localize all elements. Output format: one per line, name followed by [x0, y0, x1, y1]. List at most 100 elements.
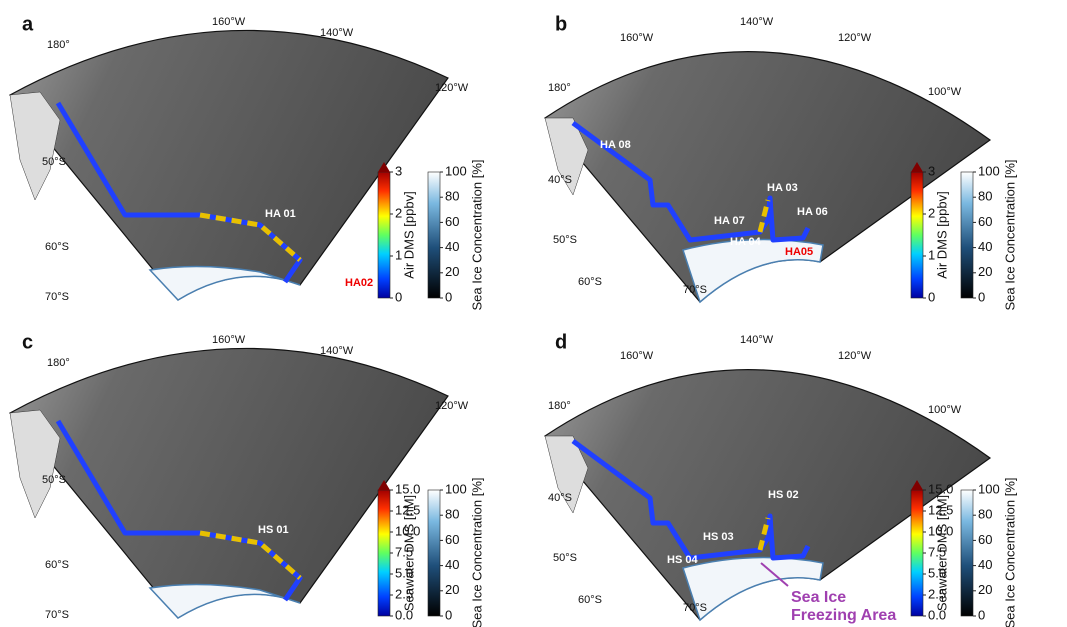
map-panel: b 180° 160°W 140°W 120°W 100°W 40°S 50°S 60°S 70°…: [545, 13, 1017, 310]
lat-label: 70°S: [45, 291, 69, 303]
station-label: HA02: [345, 277, 373, 289]
colorbar: [378, 172, 390, 298]
colorbar-tick-label: 100: [978, 481, 1000, 496]
map-panel: a 180° 160°W 140°W 120°W 50°S 60°S 70°S HA 01 HA0…: [10, 13, 484, 310]
colorbar: [428, 172, 440, 298]
colorbar: [911, 490, 923, 616]
lat-label: 60°S: [578, 276, 602, 288]
panel-label: c: [22, 331, 33, 353]
lon-label: 140°W: [320, 27, 354, 39]
lon-label: 120°W: [435, 82, 469, 94]
colorbar-tick-label: 0: [978, 607, 985, 622]
colorbar: [961, 172, 973, 298]
station-label: HA05: [785, 246, 813, 258]
colorbar-tick-label: 20: [445, 582, 459, 597]
colorbar: [428, 490, 440, 616]
colorbar-tick-label: 100: [445, 163, 467, 178]
lat-label: 60°S: [45, 559, 69, 571]
panel-label: a: [22, 13, 34, 35]
lat-label: 50°S: [553, 234, 577, 246]
lon-label: 160°W: [620, 350, 654, 362]
station-label: HS 04: [667, 554, 698, 566]
station-label: HA 08: [600, 139, 631, 151]
lon-label: 160°W: [212, 334, 246, 346]
lon-label: 140°W: [740, 334, 774, 346]
colorbar-tick-label: 40: [445, 239, 459, 254]
lat-label: 50°S: [42, 156, 66, 168]
lon-label: 120°W: [838, 350, 872, 362]
colorbar: [961, 490, 973, 616]
colorbar-tick-label: 60: [445, 214, 459, 229]
colorbar-label: Seawater DMS [nM]: [401, 495, 416, 611]
colorbar-tick-label: 80: [445, 507, 459, 522]
colorbar-tick-label: 60: [978, 532, 992, 547]
lon-label: 160°W: [620, 32, 654, 44]
station-label: HS 03: [703, 531, 734, 543]
colorbar-tick-label: 0: [445, 607, 452, 622]
colorbar-tick-label: 0: [395, 289, 402, 304]
lon-label: 100°W: [928, 404, 962, 416]
colorbar: [911, 172, 923, 298]
colorbar-tick-label: 20: [445, 264, 459, 279]
colorbar-tick-label: 60: [978, 214, 992, 229]
colorbar-tick-label: 20: [978, 264, 992, 279]
colorbar-tick-label: 0: [978, 289, 985, 304]
colorbar-label: Sea Ice Concentration [%]: [1002, 477, 1017, 627]
lat-label: 70°S: [45, 609, 69, 621]
lon-label: 120°W: [838, 32, 872, 44]
lon-label: 160°W: [212, 16, 246, 28]
lat-label: 60°S: [45, 241, 69, 253]
station-label: HA 04: [730, 236, 762, 248]
map-panel: d 180° 160°W 140°W 120°W 100°W 40°S 50°S 60°S 70°…: [545, 331, 1017, 627]
colorbar-tick-label: 3: [395, 163, 402, 178]
lat-label: 70°S: [683, 284, 707, 296]
colorbar-label: Air DMS [ppbv]: [401, 191, 416, 278]
colorbar: [378, 490, 390, 616]
annotation: Sea Ice: [791, 589, 846, 606]
lat-label: 40°S: [548, 174, 572, 186]
lat-label: 60°S: [578, 594, 602, 606]
lon-label: 140°W: [320, 345, 354, 357]
colorbar-tick-label: 20: [978, 582, 992, 597]
lon-label: 140°W: [740, 16, 774, 28]
colorbar-tick-label: 0: [928, 289, 935, 304]
colorbar-tick-label: 80: [978, 189, 992, 204]
colorbar-tick-label: 80: [445, 189, 459, 204]
station-label: HA 03: [767, 182, 798, 194]
station-label: HA 07: [714, 215, 745, 227]
colorbar-label: Sea Ice Concentration [%]: [1002, 159, 1017, 310]
colorbar-tick-label: 100: [978, 163, 1000, 178]
colorbar-tick-label: 40: [445, 557, 459, 572]
panel-label: d: [555, 331, 567, 353]
lat-label: 70°S: [683, 602, 707, 614]
panel-label: b: [555, 13, 567, 35]
colorbar-tick-label: 100: [445, 481, 467, 496]
lat-label: 50°S: [553, 552, 577, 564]
lat-label: 50°S: [42, 474, 66, 486]
lon-label: 180°: [47, 357, 70, 369]
colorbar-tick-label: 3: [928, 163, 935, 178]
colorbar-tick-label: 60: [445, 532, 459, 547]
colorbar-label: Sea Ice Concentration [%]: [469, 477, 484, 627]
station-label: HS 02: [768, 489, 799, 501]
lon-label: 180°: [548, 400, 571, 412]
lon-label: 180°: [47, 39, 70, 51]
colorbar-label: Seawater DMS [nM]: [934, 495, 949, 611]
colorbar-tick-label: 40: [978, 239, 992, 254]
colorbar-tick-label: 80: [978, 507, 992, 522]
colorbar-label: Air DMS [ppbv]: [934, 191, 949, 278]
colorbar-tick-label: 15.0: [928, 481, 953, 496]
colorbar-tick-label: 0: [445, 289, 452, 304]
lon-label: 180°: [548, 82, 571, 94]
lon-label: 100°W: [928, 86, 962, 98]
colorbar-tick-label: 15.0: [395, 481, 420, 496]
colorbar-tick-label: 40: [978, 557, 992, 572]
annotation: Freezing Area: [791, 607, 896, 624]
station-label: HA 01: [265, 208, 296, 220]
figure: a 180° 160°W 140°W 120°W 50°S 60°S 70°S HA 01 HA0…: [0, 0, 1067, 627]
colorbar-label: Sea Ice Concentration [%]: [469, 159, 484, 310]
lat-label: 40°S: [548, 492, 572, 504]
lon-label: 120°W: [435, 400, 469, 412]
station-label: HA 06: [797, 206, 828, 218]
